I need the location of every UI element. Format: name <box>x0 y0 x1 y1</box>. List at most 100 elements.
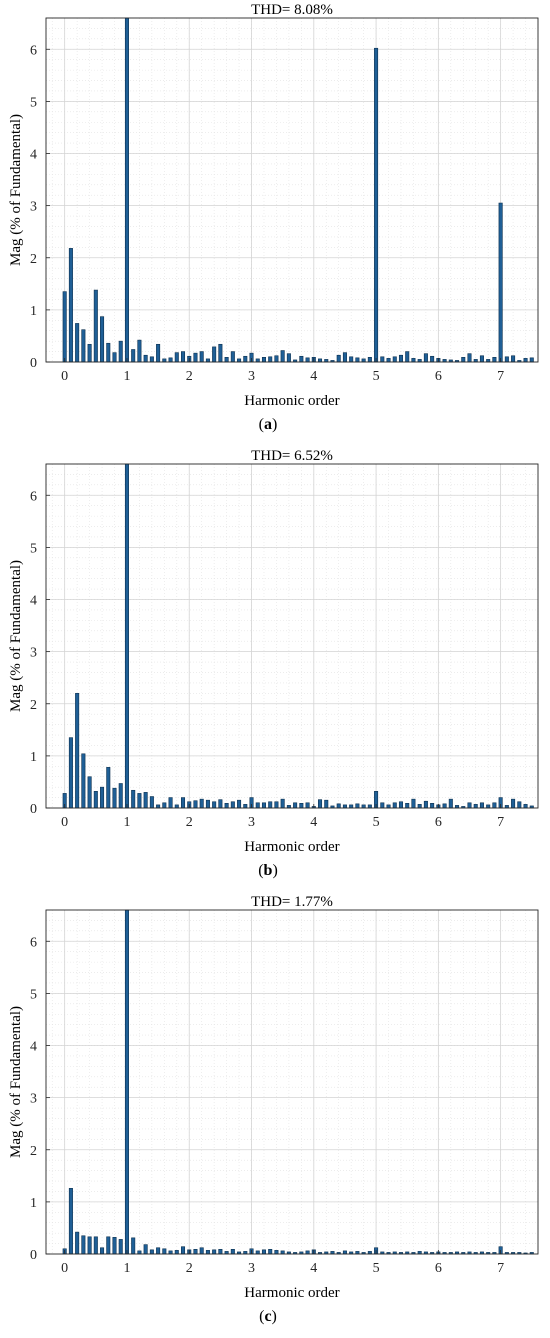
bar <box>324 799 329 809</box>
panel-label: (a) <box>259 416 278 433</box>
bar <box>205 1250 210 1255</box>
bar <box>212 346 217 363</box>
bar <box>261 802 266 809</box>
x-tick-label: 5 <box>373 815 380 830</box>
bar <box>181 797 186 809</box>
bar <box>511 355 516 363</box>
bar <box>280 350 285 363</box>
bar <box>243 804 248 809</box>
bar <box>299 355 304 363</box>
chart-panel-c: 0 1 2 3 4 5 6 7 0 1 2 3 4 5 6 THD= 1.77% Harmonic order M… <box>0 892 550 1338</box>
bar <box>68 248 73 363</box>
bar <box>156 804 161 809</box>
bar <box>100 316 105 363</box>
bar <box>386 804 391 809</box>
x-tick-label: 4 <box>310 815 317 830</box>
bar <box>174 1250 179 1255</box>
bar <box>149 356 154 363</box>
bar <box>118 340 123 363</box>
bar <box>137 339 142 363</box>
y-tick-label: 5 <box>30 541 37 556</box>
y-tick-label: 2 <box>30 1144 37 1159</box>
x-tick-label: 0 <box>61 1261 68 1276</box>
bar <box>81 329 86 363</box>
bar <box>318 799 323 809</box>
bar <box>87 776 92 809</box>
y-tick-label: 6 <box>30 43 37 58</box>
bar <box>124 17 129 363</box>
chart-b: 0 1 2 3 4 5 6 7 0 1 2 3 4 5 6 THD= 6.52% Harmonic order M… <box>8 448 539 879</box>
bar <box>131 789 136 809</box>
bar <box>218 1249 223 1255</box>
bar <box>374 47 379 363</box>
bar <box>81 1235 86 1255</box>
bar <box>156 1247 161 1255</box>
chart-title: THD= 1.77% <box>251 894 333 910</box>
bar <box>93 791 98 809</box>
bar <box>174 352 179 363</box>
y-tick-label: 5 <box>30 987 37 1002</box>
x-tick-label: 6 <box>435 815 442 830</box>
bar <box>423 800 428 809</box>
bar <box>156 343 161 363</box>
chart-c: 0 1 2 3 4 5 6 7 0 1 2 3 4 5 6 THD= 1.77% Harmonic order M… <box>8 894 539 1325</box>
bar <box>473 804 478 809</box>
bar <box>124 909 129 1255</box>
bar <box>280 798 285 809</box>
bar <box>137 1250 142 1255</box>
bar <box>467 802 472 809</box>
bar <box>199 798 204 809</box>
y-axis-label: Mag (% of Fundamental) <box>8 1006 24 1158</box>
bar <box>149 796 154 809</box>
bar <box>193 1249 198 1255</box>
bar <box>75 1231 80 1255</box>
x-tick-label: 2 <box>186 1261 193 1276</box>
x-tick-label: 4 <box>310 1261 317 1276</box>
y-tick-label: 2 <box>30 698 37 713</box>
bar <box>168 1250 173 1255</box>
chart-title: THD= 6.52% <box>251 448 333 464</box>
bar <box>131 349 136 363</box>
bar <box>87 1236 92 1255</box>
bar <box>355 803 360 809</box>
bar <box>492 357 497 363</box>
bar <box>205 799 210 809</box>
bar <box>230 1249 235 1255</box>
bar <box>255 358 260 363</box>
bar <box>479 355 484 363</box>
bar <box>62 291 67 363</box>
bar <box>224 803 229 809</box>
y-tick-label: 4 <box>30 1040 37 1055</box>
panel-label: (c) <box>259 1308 277 1325</box>
bar <box>504 356 509 363</box>
bar <box>268 356 273 363</box>
bar <box>199 351 204 363</box>
y-tick-label: 1 <box>30 304 37 319</box>
panel-letter: a <box>264 416 272 433</box>
bar <box>461 357 466 363</box>
bar <box>517 801 522 809</box>
bar <box>274 801 279 809</box>
bar <box>430 803 435 809</box>
y-tick-label: 3 <box>30 646 37 661</box>
bar <box>162 802 167 809</box>
plot-area <box>46 18 538 362</box>
bar <box>143 1244 148 1255</box>
x-axis-label: Harmonic order <box>244 839 339 855</box>
y-tick-label: 5 <box>30 95 37 110</box>
bar <box>199 1247 204 1255</box>
bar <box>100 786 105 809</box>
bar <box>181 1246 186 1255</box>
bar <box>342 1250 347 1255</box>
bar <box>318 358 323 363</box>
y-tick-label: 3 <box>30 1092 37 1107</box>
bar <box>75 323 80 363</box>
x-tick-label: 4 <box>310 369 317 384</box>
bar <box>336 354 341 363</box>
bar <box>367 804 372 809</box>
bar <box>106 767 111 809</box>
bar <box>492 802 497 809</box>
bar <box>336 803 341 809</box>
bar <box>230 351 235 363</box>
bar <box>398 801 404 809</box>
